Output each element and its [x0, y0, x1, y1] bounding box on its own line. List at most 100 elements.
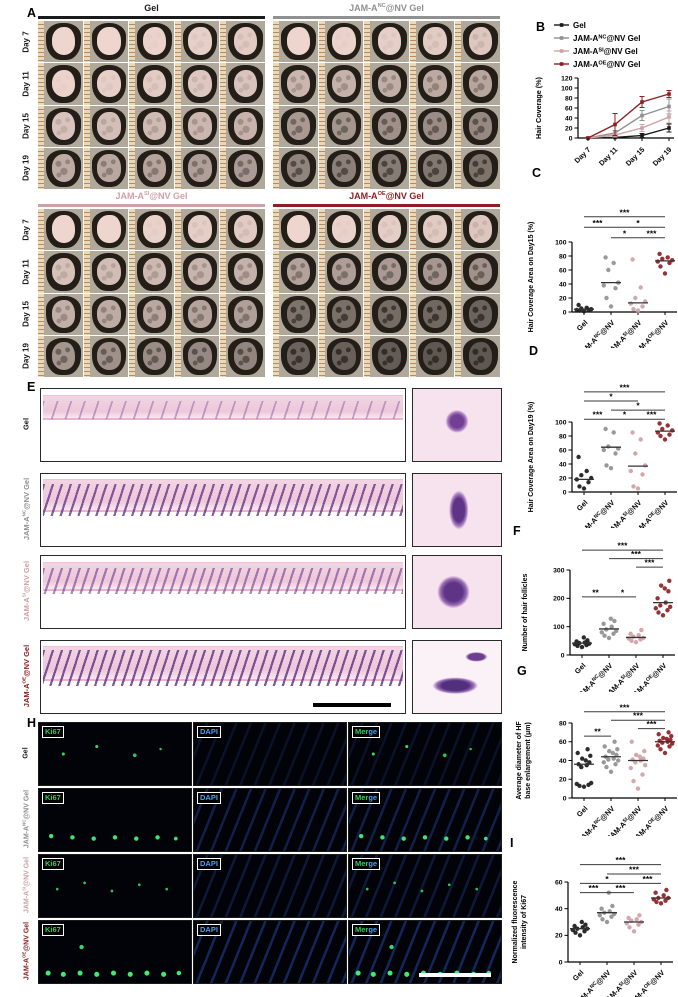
mouse-body — [228, 107, 263, 145]
day-label: Day 11 — [19, 63, 33, 105]
shaved-skin-patch — [332, 111, 356, 140]
svg-text:100: 100 — [555, 239, 567, 246]
mouse-photo — [273, 63, 318, 105]
svg-text:Hair Coverage (%): Hair Coverage (%) — [534, 76, 543, 139]
shaved-skin-patch — [233, 257, 258, 286]
day-label: Day 19 — [19, 147, 33, 189]
svg-text:20: 20 — [559, 777, 567, 784]
shaved-skin-patch — [233, 299, 258, 328]
shaved-skin-patch — [188, 111, 212, 140]
mouse-photo — [409, 251, 455, 293]
histology-row-label-text: Gel — [21, 417, 30, 431]
shaved-skin-patch — [332, 215, 356, 244]
day-label-text: Day 19 — [21, 343, 31, 369]
shaved-skin-patch — [233, 154, 258, 182]
ruler-strip — [455, 147, 462, 189]
shaved-skin-patch — [286, 215, 311, 244]
ruler-strip — [220, 63, 227, 105]
svg-text:***: *** — [593, 410, 604, 420]
mouse-body — [91, 295, 127, 333]
svg-text:*: * — [636, 218, 640, 228]
shaved-skin-patch — [423, 342, 447, 370]
mouse-photo — [220, 63, 265, 105]
fluorescence-image-dapi: DAPI — [193, 788, 347, 852]
mouse-body — [228, 253, 263, 291]
mouse-photo — [83, 63, 129, 105]
hair-regrowth-spots — [142, 342, 167, 370]
ruler-strip — [273, 147, 279, 189]
mouse-photo — [83, 209, 129, 251]
ruler-strip — [174, 63, 181, 105]
mouse-body — [281, 253, 316, 291]
shaved-skin-patch — [51, 27, 76, 56]
hair-regrowth-spots — [468, 215, 493, 244]
mouse-photo — [220, 293, 265, 335]
svg-text:Normalized fluorescence: Normalized fluorescence — [512, 880, 519, 963]
mouse-body — [137, 253, 172, 291]
svg-text:40: 40 — [555, 906, 563, 913]
hair-follicles-texture — [43, 650, 403, 686]
mouse-photo — [273, 293, 318, 335]
shaved-skin-patch — [97, 27, 121, 56]
hair-regrowth-spots — [233, 215, 258, 244]
histology-zoom-image — [412, 555, 502, 629]
mouse-photo — [38, 209, 83, 251]
mouse-body — [326, 253, 362, 291]
shaved-skin-patch — [468, 154, 493, 182]
ruler-strip — [174, 147, 181, 189]
day-label-text: Day 7 — [21, 219, 31, 241]
mouse-body — [137, 337, 172, 375]
svg-text:40: 40 — [559, 758, 567, 765]
svg-text:0: 0 — [563, 309, 567, 316]
ruler-strip — [38, 147, 44, 189]
mouse-body — [417, 149, 453, 187]
mouse-body — [372, 253, 407, 291]
mouse-photo — [318, 251, 364, 293]
svg-text:Day 7: Day 7 — [572, 145, 592, 165]
fluorescence-image-dapi: DAPI — [193, 920, 347, 984]
mouse-body — [46, 211, 81, 249]
tissue-band — [43, 395, 403, 420]
day-label: Day 15 — [19, 293, 33, 335]
shaved-skin-patch — [142, 154, 167, 182]
fluorescence-row-label-text: JAM-AOE@NV Gel — [20, 921, 31, 981]
ruler-strip — [38, 21, 44, 63]
mouse-body — [463, 149, 498, 187]
svg-text:0: 0 — [559, 959, 563, 966]
histology-row-label: JAM-AOE@NV Gel — [19, 640, 32, 712]
hair-regrowth-spots — [286, 257, 311, 286]
shaved-skin-patch — [377, 215, 402, 244]
hair-regrowth-spots — [142, 111, 167, 140]
hair-regrowth-spots — [233, 299, 258, 328]
hair-follicles-texture — [43, 401, 403, 419]
shaved-skin-patch — [377, 154, 402, 182]
hair-regrowth-spots — [51, 111, 76, 140]
mouse-body — [326, 23, 362, 61]
shaved-skin-patch — [233, 27, 258, 56]
svg-text:Day 19: Day 19 — [651, 145, 674, 168]
svg-text:Gel: Gel — [575, 498, 590, 513]
panel-label-a: A — [27, 6, 37, 20]
hair-regrowth-spots — [233, 342, 258, 370]
histology-row-label-text: JAM-ASI@NV Gel — [20, 560, 31, 622]
svg-text:Day 15: Day 15 — [624, 145, 647, 168]
mouse-photo — [174, 147, 220, 189]
ruler-strip — [409, 63, 416, 105]
mouse-photo — [83, 335, 129, 377]
mouse-body — [137, 23, 172, 61]
ruler-strip — [318, 335, 325, 377]
shaved-skin-patch — [332, 154, 356, 182]
svg-text:Hair Coverage Area on Day19 (%: Hair Coverage Area on Day19 (%) — [528, 402, 535, 513]
svg-text:0: 0 — [563, 795, 567, 802]
shaved-skin-patch — [51, 257, 76, 286]
channel-label: Merge — [352, 924, 381, 936]
hair-regrowth-spots — [97, 342, 121, 370]
shaved-skin-patch — [423, 111, 447, 140]
mouse-body — [182, 149, 218, 187]
ruler-strip — [409, 147, 416, 189]
svg-text:***: *** — [620, 207, 631, 217]
mouse-photo — [38, 63, 83, 105]
svg-text:***: *** — [647, 719, 658, 729]
ruler-strip — [38, 251, 44, 293]
svg-text:Average diameter of HF: Average diameter of HF — [516, 721, 523, 800]
